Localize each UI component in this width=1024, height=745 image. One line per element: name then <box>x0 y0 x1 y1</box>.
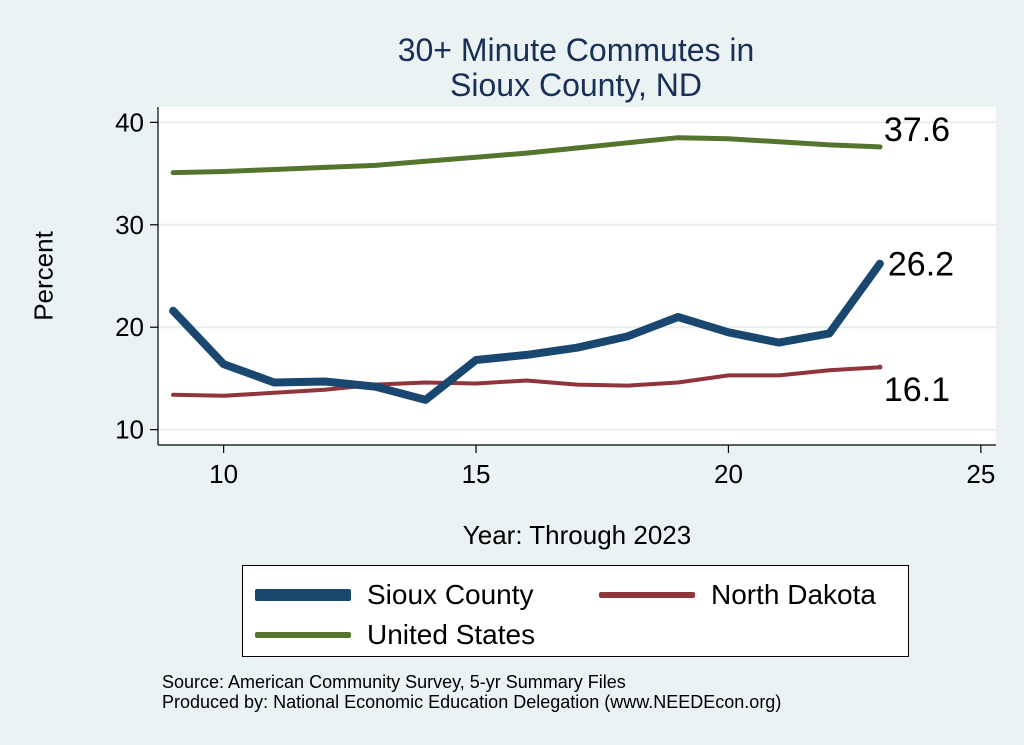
end-label-sioux-county: 26.2 <box>888 246 954 284</box>
end-label-north-dakota: 16.1 <box>884 371 950 409</box>
x-tick-label-20: 20 <box>714 459 743 489</box>
x-tick-label-10: 10 <box>209 459 238 489</box>
y-tick-label-20: 20 <box>115 312 144 342</box>
chart-title-line-2: Sioux County, ND <box>450 67 702 103</box>
series-line-united-states <box>170 135 883 176</box>
source-line-2: Produced by: National Economic Education… <box>162 692 782 712</box>
legend-label-sioux-county: Sioux County <box>367 579 534 610</box>
end-label-united-states: 37.6 <box>884 111 950 149</box>
y-tick-label-40: 40 <box>115 107 144 137</box>
y-tick-label-30: 30 <box>115 210 144 240</box>
legend-label-united-states: United States <box>367 619 536 650</box>
legend-swatch-north-dakota <box>599 592 695 598</box>
series-end-point-united-states <box>877 144 883 150</box>
plot-area <box>158 107 996 445</box>
x-axis-label: Year: Through 2023 <box>462 520 692 550</box>
series-end-point-north-dakota <box>877 364 883 370</box>
source-line-1: Source: American Community Survey, 5-yr … <box>162 672 626 692</box>
chart-title-line-1: 30+ Minute Commutes in <box>397 32 755 68</box>
series-end-point-sioux-county <box>877 261 883 267</box>
x-tick-label-15: 15 <box>462 459 491 489</box>
legend-swatch-united-states <box>255 632 351 638</box>
legend-swatch-sioux-county <box>255 589 351 601</box>
x-tick-label-25: 25 <box>966 459 995 489</box>
series-line-sioux-county <box>169 259 884 404</box>
legend: Sioux County North Dakota United States <box>242 565 909 657</box>
legend-label-north-dakota: North Dakota <box>711 579 876 610</box>
line-chart: 10 20 30 40 10 15 20 25 26.2 16.1 37.6 <box>115 107 996 489</box>
y-tick-label-10: 10 <box>115 415 144 445</box>
series-line-north-dakota <box>171 365 882 398</box>
